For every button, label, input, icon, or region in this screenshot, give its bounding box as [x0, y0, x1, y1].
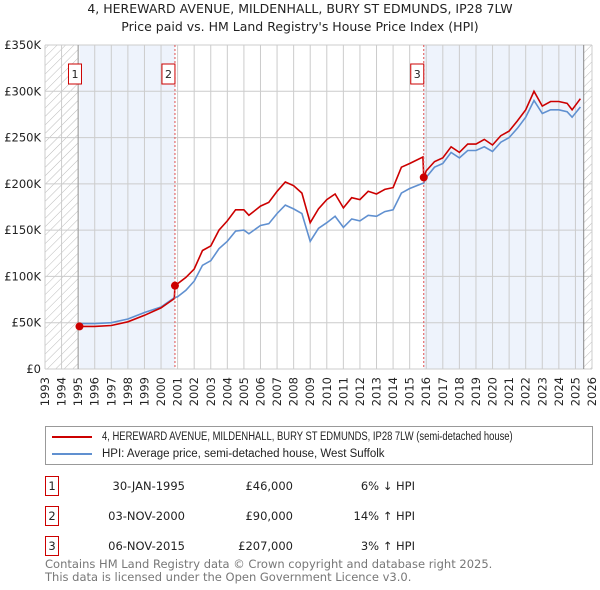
x-tick-label: 2009 — [303, 377, 317, 406]
x-tick-label: 2018 — [452, 377, 466, 406]
legend-label-property: 4, HEREWARD AVENUE, MILDENHALL, BURY ST … — [102, 431, 513, 443]
footer-copyright: Contains HM Land Registry data © Crown c… — [45, 557, 493, 571]
transaction-date: 06-NOV-2015 — [108, 539, 185, 553]
chart-title: 4, HEREWARD AVENUE, MILDENHALL, BURY ST … — [87, 1, 512, 16]
x-tick-label: 2001 — [171, 377, 185, 406]
legend: 4, HEREWARD AVENUE, MILDENHALL, BURY ST … — [45, 426, 593, 465]
transaction-number: 2 — [45, 506, 59, 526]
x-tick-label: 2026 — [585, 377, 599, 406]
transaction-price: £46,000 — [245, 479, 293, 493]
x-tick-label: 1997 — [104, 377, 118, 406]
footer-licence: This data is licensed under the Open Gov… — [45, 570, 412, 584]
x-tick-label: 2019 — [469, 377, 483, 406]
transaction-row: 1 30-JAN-1995 £46,000 6% ↓ HPI — [45, 476, 465, 496]
x-tick-label: 2010 — [320, 377, 334, 406]
y-tick-label: £350K — [4, 38, 41, 52]
sale-point — [170, 281, 179, 290]
transaction-hpi-diff: 6% ↓ HPI — [360, 479, 415, 493]
sale-point — [419, 173, 428, 182]
x-tick-label: 2016 — [419, 377, 433, 406]
y-tick-label: £0 — [26, 362, 41, 376]
x-tick-label: 2012 — [353, 377, 367, 406]
sale-marker-box — [161, 63, 176, 85]
y-tick-label: £250K — [4, 131, 41, 145]
chart-subtitle: Price paid vs. HM Land Registry's House … — [121, 19, 478, 34]
x-tick-label: 2005 — [237, 377, 251, 406]
series-line-property — [79, 89, 582, 328]
x-tick-label: 2007 — [270, 377, 284, 406]
sale-marker-label: 3 — [414, 68, 421, 81]
x-tick-label: 2017 — [436, 377, 450, 406]
x-tick-label: 1993 — [38, 377, 52, 406]
x-tick-label: 2013 — [370, 377, 384, 406]
x-tick-label: 2000 — [154, 377, 168, 406]
x-tick-label: 2021 — [502, 377, 516, 406]
sale-point — [75, 322, 84, 331]
transaction-price: £90,000 — [245, 509, 293, 523]
x-tick-label: 2003 — [204, 377, 218, 406]
legend-item-hpi: HPI: Average price, semi-detached house,… — [52, 446, 586, 462]
legend-label-hpi: HPI: Average price, semi-detached house,… — [102, 448, 385, 460]
sale-marker-label: 1 — [71, 68, 78, 81]
x-tick-label: 1994 — [55, 377, 69, 406]
transaction-number: 1 — [45, 476, 59, 496]
x-tick-label: 2023 — [535, 377, 549, 406]
x-tick-label: 2015 — [403, 377, 417, 406]
x-tick-label: 2024 — [552, 377, 566, 406]
x-tick-label: 2020 — [486, 377, 500, 406]
x-tick-label: 2002 — [187, 377, 201, 406]
x-tick-label: 1996 — [88, 377, 102, 406]
footer: Contains HM Land Registry data © Crown c… — [45, 558, 492, 584]
sale-marker-label: 2 — [165, 68, 172, 81]
y-tick-label: £300K — [4, 84, 41, 98]
x-tick-label: 1995 — [71, 377, 85, 406]
x-tick-label: 1998 — [121, 377, 135, 406]
hatched-region — [583, 45, 592, 369]
transaction-date: 03-NOV-2000 — [108, 509, 185, 523]
x-tick-label: 2006 — [253, 377, 267, 406]
transaction-row: 2 03-NOV-2000 £90,000 14% ↑ HPI — [45, 506, 465, 526]
x-tick-label: 2022 — [519, 377, 533, 406]
x-tick-label: 2004 — [220, 377, 234, 406]
legend-swatch-property — [52, 436, 92, 438]
x-tick-label: 2008 — [287, 377, 301, 406]
x-tick-label: 2011 — [336, 377, 350, 406]
transaction-row: 3 06-NOV-2015 £207,000 3% ↑ HPI — [45, 536, 465, 556]
series-line-hpi — [78, 98, 582, 325]
x-tick-label: 2014 — [386, 377, 400, 406]
legend-item-property: 4, HEREWARD AVENUE, MILDENHALL, BURY ST … — [52, 429, 586, 445]
x-tick-label: 1999 — [137, 377, 151, 406]
y-tick-label: £150K — [4, 223, 41, 237]
sale-marker-box — [67, 63, 82, 85]
legend-swatch-hpi — [52, 453, 92, 455]
price-chart: 4, HEREWARD AVENUE, MILDENHALL, BURY ST … — [4, 1, 599, 406]
transaction-price: £207,000 — [238, 539, 293, 553]
transaction-number: 3 — [45, 536, 59, 556]
transaction-hpi-diff: 14% ↑ HPI — [353, 509, 415, 523]
sale-marker-box — [410, 63, 425, 85]
shaded-period — [423, 45, 584, 369]
y-tick-label: £50K — [12, 316, 42, 330]
transaction-date: 30-JAN-1995 — [112, 479, 186, 493]
shaded-period — [79, 45, 175, 369]
y-tick-label: £100K — [4, 269, 41, 283]
y-tick-label: £200K — [4, 177, 41, 191]
transaction-hpi-diff: 3% ↑ HPI — [360, 539, 415, 553]
x-tick-label: 2025 — [568, 377, 582, 406]
